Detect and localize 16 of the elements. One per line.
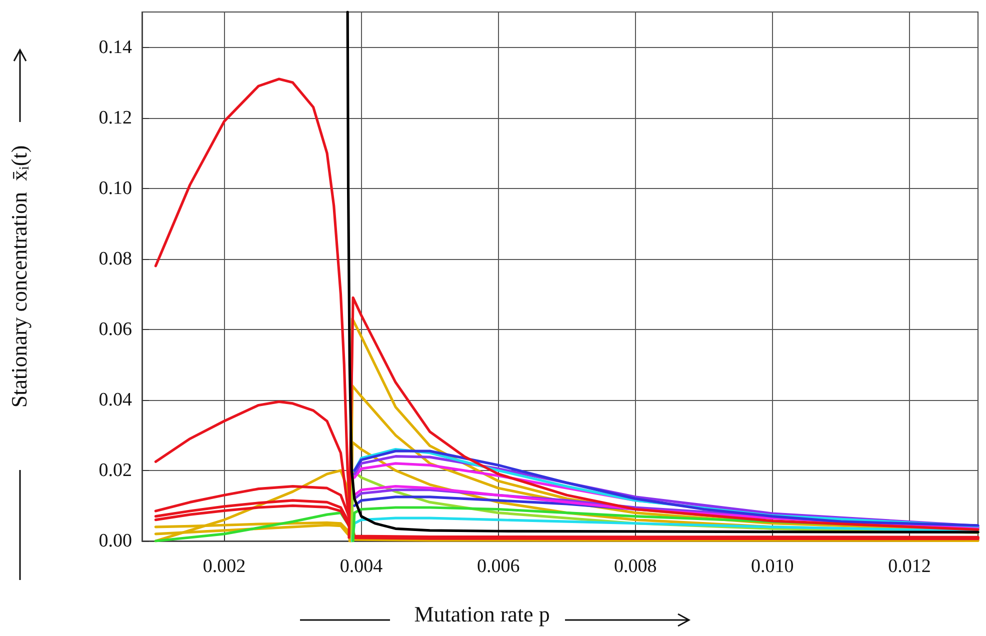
y-tick-label: 0.08 bbox=[98, 248, 132, 270]
y-tick-label: 0.10 bbox=[98, 178, 132, 199]
y-tick-label: 0.04 bbox=[98, 389, 132, 410]
x-tick-label: 0.004 bbox=[340, 556, 384, 577]
y-tick-label: 0.06 bbox=[98, 318, 132, 340]
y-tick-label: 0.02 bbox=[98, 460, 132, 481]
x-axis-title: Mutation rate p bbox=[414, 602, 550, 626]
y-tick-label: 0.00 bbox=[98, 530, 132, 552]
x-tick-label: 0.002 bbox=[202, 556, 246, 577]
x-tick-label: 0.012 bbox=[888, 556, 931, 577]
y-tick-label: 0.14 bbox=[98, 36, 132, 58]
y-tick-label: 0.12 bbox=[98, 107, 132, 128]
x-tick-label: 0.008 bbox=[614, 556, 657, 577]
y-axis-title: Stationary concentration x̄i(t) bbox=[6, 145, 32, 408]
x-tick-label: 0.010 bbox=[751, 556, 794, 577]
x-tick-label: 0.006 bbox=[476, 556, 520, 577]
